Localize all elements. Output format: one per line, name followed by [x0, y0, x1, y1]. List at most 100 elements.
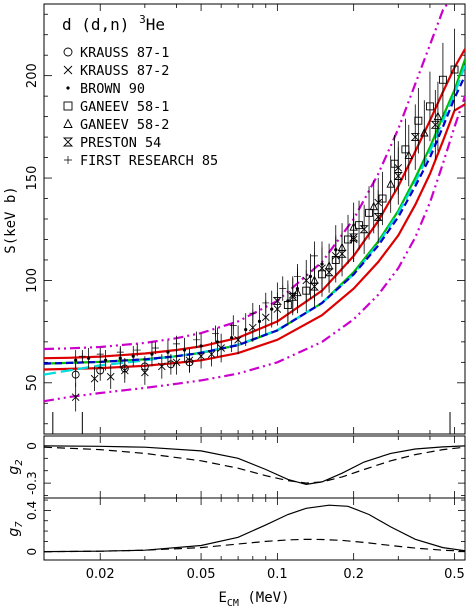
reaction-superscript: 3 [139, 13, 146, 26]
legend-items: KRAUSS 87-1 KRAUSS 87-2 BROWN 90 GANEEV 58-… [62, 45, 218, 169]
dot-marker [257, 319, 262, 323]
bowtie-marker [430, 120, 440, 129]
g2-y-axis-label: g2 [6, 459, 25, 474]
cross-marker [120, 366, 129, 375]
plus-marker [211, 330, 219, 338]
triangle-marker [433, 111, 443, 121]
plus-marker [64, 156, 72, 164]
main-panel: 50 100 150 200 S(keV b) [3, 3, 466, 435]
model-curve [44, 75, 465, 365]
bowtie-marker [410, 133, 420, 142]
dot-marker [308, 274, 312, 278]
legend-label: PRESTON 54 [80, 135, 161, 151]
bowtie-marker [62, 137, 74, 147]
legend-label: GANEEV 58-1 [80, 99, 169, 115]
x-tick-label: 0.2 [343, 567, 364, 582]
g2-plot-frame [43, 435, 466, 499]
dot-marker [182, 348, 187, 352]
g-curve [44, 445, 465, 486]
plus-marker [151, 344, 159, 352]
y-tick-label: 50 [25, 375, 40, 392]
bowtie-marker [359, 225, 369, 234]
legend-label: GANEEV 58-2 [80, 117, 169, 133]
g2-curves [44, 445, 465, 486]
reaction-suffix: He [146, 15, 165, 34]
square-marker [450, 65, 459, 74]
model-curve [44, 103, 465, 371]
y-tick-label: 0 [25, 548, 39, 556]
cross-marker [141, 368, 149, 377]
x-tick-label: 0.5 [444, 567, 465, 582]
dot-marker [244, 327, 248, 332]
cross-marker [157, 362, 166, 371]
reaction-prefix: d (d,n) [62, 15, 139, 34]
cross-marker [207, 350, 216, 358]
legend-label: BROWN 90 [80, 81, 145, 97]
g-curve [44, 446, 465, 484]
circle-marker [63, 47, 73, 57]
plus-marker [293, 272, 301, 280]
plus-marker [78, 352, 86, 360]
reaction-title: d (d,n) 3He [62, 13, 165, 34]
plus-marker [229, 321, 237, 329]
plus-marker [262, 299, 270, 307]
dot-marker [74, 358, 78, 362]
g7-axis-ticks: 00.4 [25, 498, 465, 560]
plus-marker [193, 336, 201, 344]
bowtie-marker [288, 292, 298, 301]
g2-label-main: g [6, 466, 22, 475]
dot-marker [230, 336, 234, 340]
circle-marker [96, 366, 105, 375]
g7-label-main: g [6, 528, 22, 537]
y-tick-label: 0 [25, 442, 39, 450]
plus-marker [133, 346, 141, 354]
dot-marker [270, 307, 274, 311]
dot-marker [215, 340, 220, 344]
g7-label-sub: 7 [14, 521, 25, 528]
main-axis-ticks: 50 100 150 200 [25, 4, 465, 434]
square-marker [302, 286, 311, 295]
dot-marker [150, 352, 154, 356]
cross-marker [217, 344, 225, 352]
dot-marker [199, 344, 203, 348]
cross-marker [261, 313, 270, 322]
square-marker [331, 256, 340, 264]
cross-marker [185, 356, 194, 365]
triangle-marker [420, 127, 429, 137]
legend-label: KRAUSS 87-2 [80, 63, 169, 79]
dot-marker [166, 350, 170, 354]
plus-marker [96, 350, 104, 358]
legend-label: KRAUSS 87-1 [80, 45, 169, 61]
triangle-marker [293, 287, 302, 297]
cross-marker [248, 323, 257, 332]
x-tick-labels: 0.02 0.05 0.1 0.2 0.5 [86, 567, 465, 582]
x-axis-label: ECM (MeV) [218, 590, 289, 609]
bowtie-marker [337, 249, 347, 258]
bowtie-marker [349, 233, 359, 242]
g7-plot-frame [43, 497, 466, 561]
x-axis-label-sub: CM [227, 598, 239, 609]
square-marker [425, 102, 434, 111]
x-axis-label-unit: (MeV) [239, 590, 290, 606]
y-tick-label: 150 [25, 166, 40, 191]
y-tick-label: 200 [25, 63, 40, 88]
triangle-marker [63, 118, 73, 128]
g2-panel: 0 -0.3 g2 [6, 435, 466, 499]
cross-marker [90, 374, 99, 383]
square-marker [355, 221, 363, 230]
square-marker [365, 208, 373, 217]
bowtie-marker [309, 282, 319, 291]
main-y-axis-label: S(keV b) [3, 186, 19, 253]
g7-curves [44, 504, 465, 553]
dot-marker [131, 354, 135, 358]
bowtie-marker [272, 296, 282, 305]
plus-marker [116, 348, 124, 356]
cross-marker [63, 65, 73, 75]
g7-y-axis-label: g7 [6, 521, 25, 537]
dot-marker [87, 356, 91, 360]
cross-marker [106, 372, 115, 381]
plus-marker [249, 309, 257, 317]
range-markers [52, 412, 451, 434]
square-marker [283, 301, 292, 309]
